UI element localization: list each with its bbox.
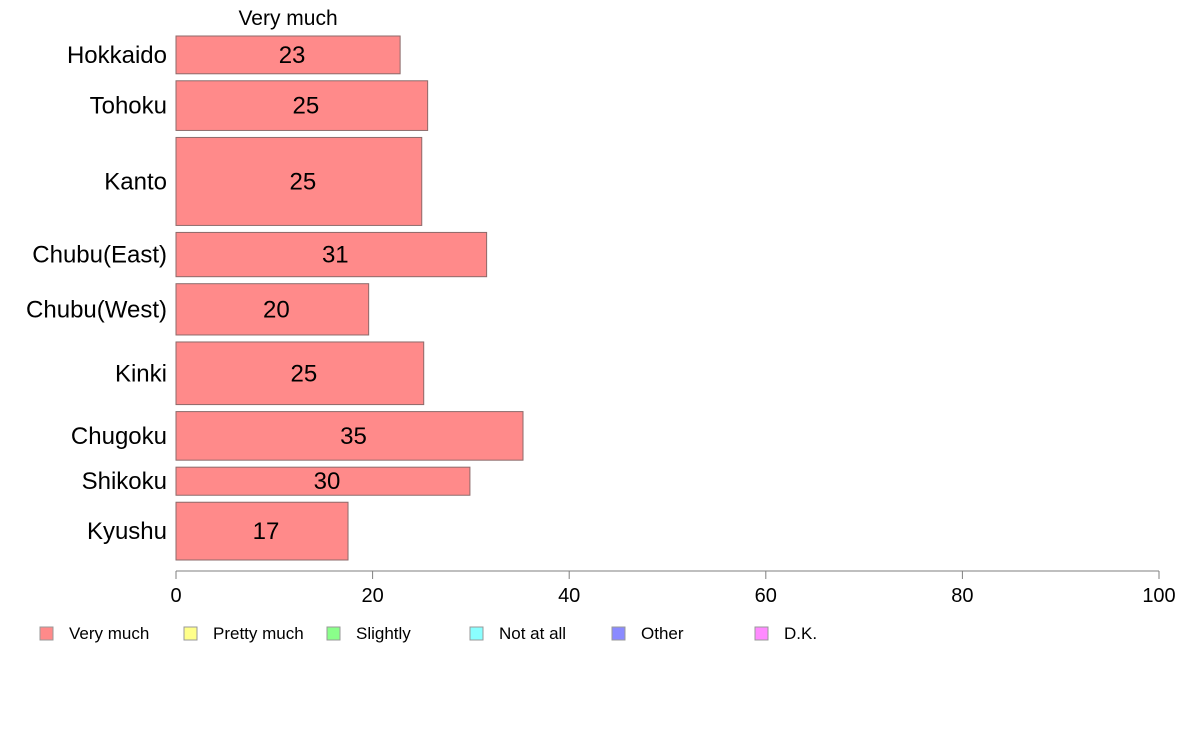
category-label: Kyushu [87,518,167,545]
bar-value-label: 35 [340,423,367,450]
bar-value-label: 23 [279,42,306,69]
bar [175,231,488,278]
bar [175,341,425,406]
bar-value-label: 25 [290,168,317,195]
bar [175,80,429,131]
legend-swatch [754,626,769,641]
legend-label: Very much [69,624,149,643]
x-axis: 0 20 40 60 80 100 [170,570,1176,607]
category-label: Kinki [115,360,167,387]
legend: Very much Pretty much Slightly Not at all Ot… [39,624,817,643]
bar-value-label: 31 [322,242,349,269]
legend-swatch [611,626,626,641]
category-label: Hokkaido [67,42,167,69]
category-label: Kanto [104,168,167,195]
bar-value-label: 30 [314,468,341,495]
category-label: Tohoku [90,93,167,120]
bar-value-label: 20 [263,296,290,323]
bar [175,283,370,336]
category-labels: Hokkaido Tohoku Kanto Chubu(East) Chubu(West… [26,42,167,545]
legend-label: D.K. [784,624,817,643]
x-tick-label: 0 [170,585,181,607]
bar [175,411,524,461]
x-tick-label: 80 [951,585,973,607]
legend-swatch [326,626,341,641]
bar [175,501,349,561]
legend-label: Other [641,624,684,643]
x-tick-label: 60 [755,585,777,607]
bar-value-label: 17 [253,518,280,545]
category-label: Chugoku [71,423,167,450]
x-tick-label: 40 [558,585,580,607]
legend-label: Pretty much [213,624,304,643]
category-label: Shikoku [82,468,167,495]
legend-swatch [469,626,484,641]
legend-label: Slightly [356,624,411,643]
bar-value-label: 25 [291,360,318,387]
bar [175,136,423,226]
bars-layer: 23 25 25 31 20 25 35 30 17 [175,35,524,561]
legend-label: Not at all [499,624,566,643]
bar [175,35,401,75]
category-label: Chubu(West) [26,296,167,323]
x-tick-label: 100 [1142,585,1175,607]
category-label: Chubu(East) [32,242,167,269]
legend-swatch [39,626,54,641]
x-tick-label: 20 [361,585,383,607]
top-series-label: Very much [238,7,337,30]
legend-swatch [183,626,198,641]
bar-value-label: 25 [292,93,319,120]
bar [175,466,471,496]
